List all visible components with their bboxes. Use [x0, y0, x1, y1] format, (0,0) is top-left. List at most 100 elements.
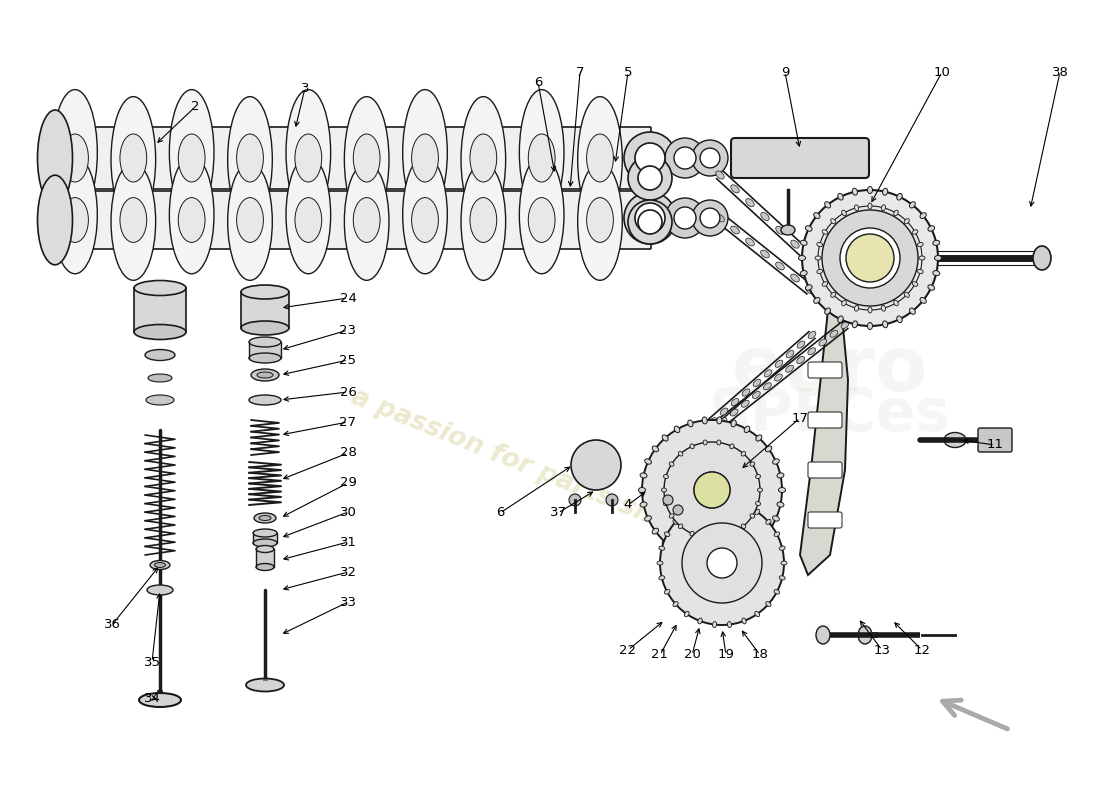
Ellipse shape: [674, 547, 680, 554]
Ellipse shape: [745, 426, 750, 433]
Ellipse shape: [719, 418, 727, 425]
Ellipse shape: [645, 516, 651, 521]
Ellipse shape: [741, 618, 746, 624]
Ellipse shape: [838, 316, 844, 322]
Ellipse shape: [730, 185, 739, 193]
Text: SPECes: SPECes: [710, 386, 950, 443]
Ellipse shape: [772, 459, 779, 464]
Ellipse shape: [729, 531, 734, 536]
Circle shape: [569, 494, 581, 506]
Ellipse shape: [791, 274, 800, 282]
Ellipse shape: [344, 97, 389, 222]
Ellipse shape: [53, 90, 97, 215]
Ellipse shape: [756, 502, 760, 506]
Circle shape: [642, 420, 782, 560]
Ellipse shape: [786, 350, 794, 358]
Ellipse shape: [1033, 246, 1050, 270]
Ellipse shape: [842, 322, 849, 329]
Ellipse shape: [470, 198, 497, 242]
Circle shape: [638, 210, 662, 234]
Ellipse shape: [796, 357, 804, 363]
Ellipse shape: [37, 175, 73, 265]
Ellipse shape: [253, 539, 277, 547]
Ellipse shape: [256, 563, 274, 570]
Circle shape: [628, 200, 672, 244]
Ellipse shape: [679, 451, 683, 456]
Text: 19: 19: [717, 649, 735, 662]
Circle shape: [692, 140, 728, 176]
Ellipse shape: [578, 97, 623, 222]
Circle shape: [692, 200, 728, 236]
Text: 10: 10: [934, 66, 950, 78]
Circle shape: [635, 203, 666, 233]
Ellipse shape: [661, 488, 667, 492]
Ellipse shape: [838, 194, 844, 200]
Ellipse shape: [688, 437, 695, 444]
Ellipse shape: [868, 186, 872, 194]
Ellipse shape: [842, 300, 846, 306]
Ellipse shape: [253, 529, 277, 537]
Ellipse shape: [741, 524, 746, 529]
Ellipse shape: [912, 230, 917, 234]
Ellipse shape: [882, 188, 888, 195]
Ellipse shape: [698, 427, 706, 434]
Ellipse shape: [855, 306, 859, 311]
Circle shape: [666, 138, 705, 178]
Text: 6: 6: [534, 75, 542, 89]
Ellipse shape: [917, 242, 923, 246]
Ellipse shape: [777, 473, 784, 478]
Ellipse shape: [528, 198, 556, 242]
Ellipse shape: [295, 198, 321, 242]
Ellipse shape: [249, 395, 280, 405]
Ellipse shape: [148, 374, 172, 382]
Text: 38: 38: [1052, 66, 1068, 78]
Ellipse shape: [766, 602, 771, 606]
Ellipse shape: [37, 110, 73, 206]
FancyBboxPatch shape: [54, 127, 651, 189]
Bar: [241, 292, 289, 328]
Ellipse shape: [690, 444, 694, 449]
Text: 24: 24: [340, 291, 356, 305]
Ellipse shape: [684, 611, 689, 617]
Ellipse shape: [257, 372, 273, 378]
Ellipse shape: [776, 360, 783, 367]
Ellipse shape: [640, 502, 647, 507]
Ellipse shape: [904, 292, 910, 298]
Ellipse shape: [669, 462, 674, 466]
Bar: [253, 533, 277, 543]
Ellipse shape: [805, 286, 814, 294]
Ellipse shape: [519, 156, 564, 274]
Ellipse shape: [62, 198, 88, 242]
Ellipse shape: [896, 194, 902, 200]
Ellipse shape: [286, 156, 331, 274]
Ellipse shape: [403, 156, 448, 274]
Text: 35: 35: [143, 655, 161, 669]
Ellipse shape: [461, 97, 506, 222]
Ellipse shape: [528, 134, 556, 182]
Ellipse shape: [717, 556, 722, 563]
Ellipse shape: [344, 162, 389, 280]
Ellipse shape: [353, 134, 381, 182]
Ellipse shape: [830, 292, 836, 298]
Text: 21: 21: [651, 649, 669, 662]
Text: 6: 6: [496, 506, 504, 519]
Ellipse shape: [806, 254, 814, 262]
Ellipse shape: [776, 226, 784, 234]
Ellipse shape: [781, 561, 786, 565]
Ellipse shape: [756, 539, 762, 545]
Ellipse shape: [868, 322, 872, 330]
Ellipse shape: [800, 270, 807, 276]
Ellipse shape: [62, 134, 88, 182]
Ellipse shape: [578, 162, 623, 280]
Ellipse shape: [461, 162, 506, 280]
FancyBboxPatch shape: [808, 512, 842, 528]
FancyBboxPatch shape: [978, 428, 1012, 452]
Ellipse shape: [798, 341, 805, 348]
Text: 18: 18: [751, 649, 769, 662]
Ellipse shape: [741, 451, 746, 456]
Ellipse shape: [928, 226, 935, 231]
Circle shape: [635, 143, 666, 173]
Ellipse shape: [697, 618, 702, 624]
Ellipse shape: [822, 282, 828, 286]
Ellipse shape: [673, 519, 679, 524]
